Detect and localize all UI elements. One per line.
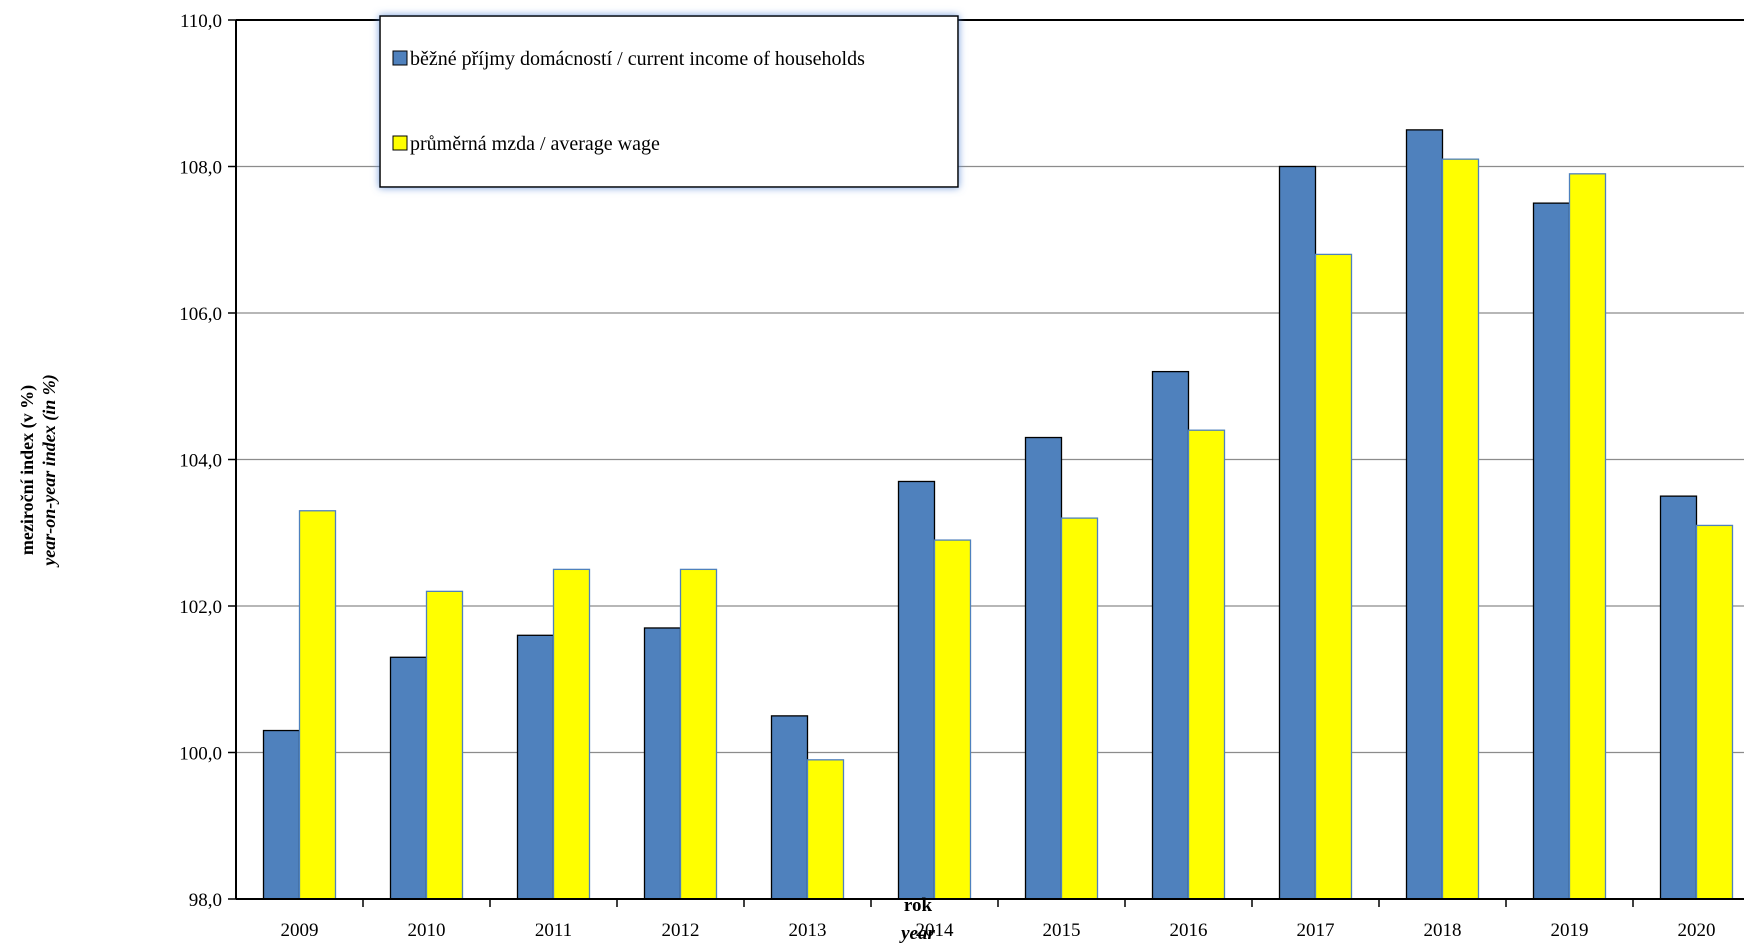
bar-wage-2017: [1314, 253, 1353, 900]
bar-income-2018: [1405, 129, 1444, 900]
y-tick-labels: 98,0 100,0 102,0 104,0 106,0 108,0 110,0: [179, 11, 222, 911]
bar-wage-2015: [1060, 517, 1099, 900]
bar-income-2013: [770, 715, 809, 900]
x-tick-label: 2009: [281, 920, 319, 941]
x-tick-label: 2020: [1678, 920, 1716, 941]
x-tick-label: 2011: [535, 920, 572, 941]
bar-wage-2019: [1568, 173, 1607, 900]
x-tick-labels: 2009 2010 2011 2012 2013 2014 2015 2016 2017 2018…: [281, 920, 1716, 941]
bar-wage-2012: [679, 568, 718, 900]
y-tick-label: 104,0: [179, 451, 222, 472]
legend-swatch-wage: [392, 135, 408, 151]
bar-wage-2013: [806, 759, 845, 900]
legend-label-income: běžné příjmy domácností / current income…: [410, 48, 865, 70]
bar-wage-2018: [1441, 158, 1480, 900]
y-tick-label: 100,0: [179, 744, 222, 765]
x-tick-label: 2013: [789, 920, 827, 941]
y-tick-label: 110,0: [180, 11, 222, 32]
bar-income-2009: [262, 729, 301, 900]
bar-wage-2010: [425, 590, 464, 900]
bar-income-2020: [1659, 495, 1698, 900]
x-axis-label-en: year: [899, 923, 935, 943]
y-axis-label: meziroční index (v %): [17, 385, 38, 555]
bar-wage-2009: [298, 510, 337, 900]
x-tick-label: 2015: [1043, 920, 1081, 941]
y-tick-label: 106,0: [179, 304, 222, 325]
y-axis-label-en: year-on-year index (in %): [39, 374, 60, 567]
bars: [262, 129, 1734, 900]
legend: běžné příjmy domácností / current income…: [379, 15, 959, 188]
x-tick-label: 2016: [1170, 920, 1208, 941]
bar-income-2014: [897, 480, 936, 900]
x-tick-label: 2017: [1297, 920, 1335, 941]
y-tick-label: 108,0: [179, 158, 222, 179]
bar-income-2017: [1278, 165, 1317, 900]
y-tick-label: 102,0: [179, 597, 222, 618]
x-tick-label: 2019: [1551, 920, 1589, 941]
bar-income-2019: [1532, 202, 1571, 900]
bar-income-2012: [643, 627, 682, 900]
x-tick-label: 2014: [916, 920, 955, 941]
x-tick-label: 2012: [662, 920, 700, 941]
bar-wage-2011: [552, 568, 591, 900]
y-tick-label: 98,0: [189, 890, 222, 911]
bar-income-2015: [1024, 436, 1063, 900]
y-axis-title: meziroční index (v %) year-on-year index…: [17, 374, 60, 567]
x-tick-label: 2018: [1424, 920, 1462, 941]
x-tick-label: 2010: [408, 920, 446, 941]
legend-box: [379, 15, 959, 188]
bar-wage-2014: [933, 539, 972, 900]
x-axis-label: rok: [904, 895, 933, 916]
bar-wage-2016: [1187, 429, 1226, 900]
legend-label-wage: průměrná mzda / average wage: [410, 133, 660, 155]
legend-swatch-income: [392, 50, 408, 66]
bar-income-2010: [389, 656, 428, 900]
bar-income-2011: [516, 634, 555, 900]
bar-wage-2020: [1695, 524, 1734, 900]
bar-income-2016: [1151, 370, 1190, 900]
